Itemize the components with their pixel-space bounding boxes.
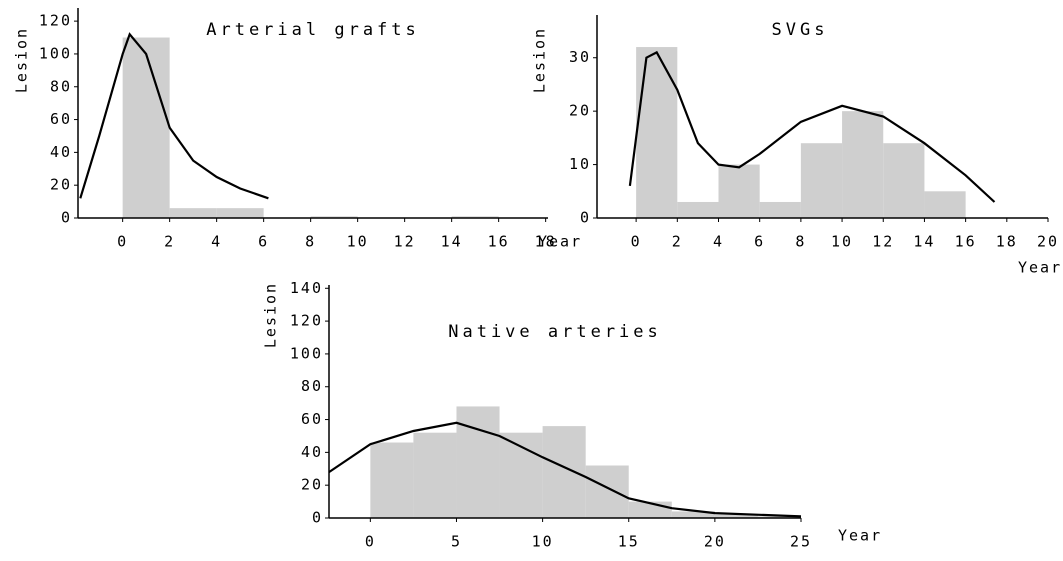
- chart-title: Native arteries: [448, 322, 662, 342]
- bar: [413, 432, 457, 518]
- chart-title: SVGs: [772, 20, 829, 40]
- x-tick-label: 8: [305, 233, 316, 251]
- y-tick-label: 100: [39, 44, 72, 62]
- x-axis-label: Year: [838, 527, 882, 545]
- x-tick-label: 14: [913, 233, 935, 251]
- x-tick-label: 12: [872, 233, 894, 251]
- y-axis-label: Lesion: [262, 282, 280, 348]
- bar: [451, 216, 499, 218]
- x-tick-label: 18: [535, 233, 557, 251]
- fit-curve: [79, 32, 269, 200]
- x-axis-label: Year: [1018, 259, 1062, 277]
- y-tick-label: 140: [290, 279, 323, 297]
- y-tick-label: 0: [580, 209, 591, 227]
- x-tick-label: 0: [631, 233, 642, 251]
- chart-title: Arterial grafts: [206, 20, 420, 40]
- bar: [456, 406, 500, 518]
- x-tick-label: 12: [394, 233, 416, 251]
- bar: [122, 37, 170, 218]
- x-tick-label: 5: [451, 533, 462, 551]
- y-axis-label: Lesion: [13, 27, 31, 93]
- x-tick-label: 2: [672, 233, 683, 251]
- y-tick-label: 60: [301, 410, 323, 428]
- x-tick-label: 4: [713, 233, 724, 251]
- bar: [677, 201, 719, 218]
- fit-curve: [628, 50, 996, 203]
- y-tick-label: 0: [61, 209, 72, 227]
- bar: [636, 47, 678, 219]
- bar: [924, 191, 966, 218]
- y-tick-label: 80: [50, 77, 72, 95]
- bar: [216, 208, 264, 218]
- bar: [310, 216, 358, 218]
- x-tick-label: 16: [955, 233, 977, 251]
- x-tick-label: 10: [831, 233, 853, 251]
- x-tick-label: 6: [754, 233, 765, 251]
- y-tick-label: 20: [50, 176, 72, 194]
- bar: [718, 164, 760, 218]
- bar: [169, 208, 217, 218]
- bar: [714, 514, 758, 518]
- bar: [883, 143, 925, 218]
- x-tick-label: 4: [211, 233, 222, 251]
- y-tick-label: 120: [39, 12, 72, 30]
- y-tick-label: 10: [569, 155, 591, 173]
- x-tick-label: 10: [347, 233, 369, 251]
- x-tick-label: 20: [1037, 233, 1059, 251]
- bar: [671, 511, 715, 518]
- bar: [800, 143, 843, 218]
- x-tick-label: 15: [618, 533, 640, 551]
- x-tick-label: 25: [790, 533, 812, 551]
- y-axis-label: Lesion: [531, 27, 549, 93]
- y-tick-label: 40: [50, 143, 72, 161]
- x-tick-label: 20: [704, 533, 726, 551]
- y-tick-label: 0: [312, 509, 323, 527]
- x-tick-label: 18: [996, 233, 1018, 251]
- y-tick-label: 30: [569, 48, 591, 66]
- x-tick-label: 0: [365, 533, 376, 551]
- x-tick-label: 14: [441, 233, 463, 251]
- y-tick-label: 20: [569, 102, 591, 120]
- bar: [842, 111, 884, 218]
- x-tick-label: 0: [117, 233, 128, 251]
- x-tick-label: 6: [258, 233, 269, 251]
- bar: [585, 465, 629, 518]
- bar: [370, 442, 414, 518]
- x-tick-label: 10: [532, 533, 554, 551]
- bar: [759, 201, 801, 218]
- bar: [542, 426, 586, 518]
- x-tick-label: 2: [164, 233, 175, 251]
- fit-curve: [328, 421, 802, 518]
- bar: [757, 516, 801, 518]
- y-tick-label: 40: [301, 443, 323, 461]
- y-tick-label: 20: [301, 476, 323, 494]
- y-tick-label: 120: [290, 312, 323, 330]
- y-tick-label: 60: [50, 110, 72, 128]
- y-tick-label: 100: [290, 344, 323, 362]
- x-tick-label: 16: [488, 233, 510, 251]
- x-axis-label: Year: [538, 233, 582, 251]
- x-tick-label: 8: [795, 233, 806, 251]
- y-tick-label: 80: [301, 377, 323, 395]
